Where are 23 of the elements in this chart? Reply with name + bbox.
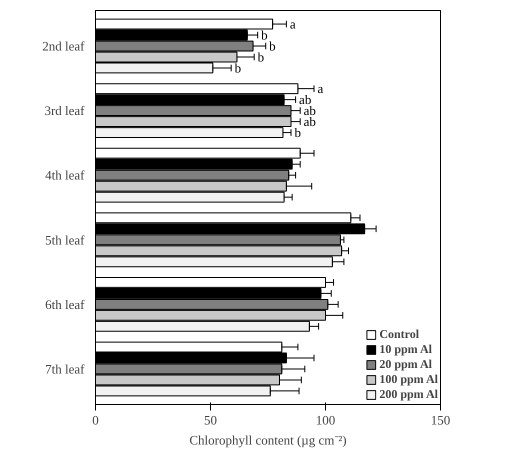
x-tick-label: 50 bbox=[204, 412, 217, 428]
data-label: b bbox=[261, 28, 268, 43]
data-label: b bbox=[234, 60, 242, 76]
y-tick-label: 7th leaf bbox=[45, 361, 86, 376]
x-axis-title: Chlorophyll content (µg cm⁻²) bbox=[189, 432, 347, 448]
y-tick-label: 4th leaf bbox=[45, 168, 86, 183]
y-tick-label: 2nd leaf bbox=[42, 38, 86, 54]
x-tick-label: 0 bbox=[92, 412, 99, 428]
legend-label: Control bbox=[379, 327, 420, 342]
legend-label: 10 ppm Al bbox=[379, 342, 432, 357]
data-label: b bbox=[269, 38, 276, 54]
x-tick-label: 150 bbox=[430, 412, 450, 428]
y-tick-label: 5th leaf bbox=[45, 232, 86, 248]
legend-label: 100 ppm Al bbox=[379, 372, 438, 387]
y-tick-label: 6th leaf bbox=[45, 296, 86, 312]
data-label: b bbox=[294, 125, 301, 140]
legend-label: 20 ppm Al bbox=[379, 357, 432, 372]
legend-label: 200 ppm Al bbox=[379, 387, 438, 402]
y-tick-label: 3rd leaf bbox=[44, 103, 86, 118]
data-label: a bbox=[290, 16, 296, 32]
data-label: a bbox=[317, 81, 324, 96]
data-label: b bbox=[258, 50, 264, 65]
x-tick-label: 100 bbox=[316, 412, 336, 428]
